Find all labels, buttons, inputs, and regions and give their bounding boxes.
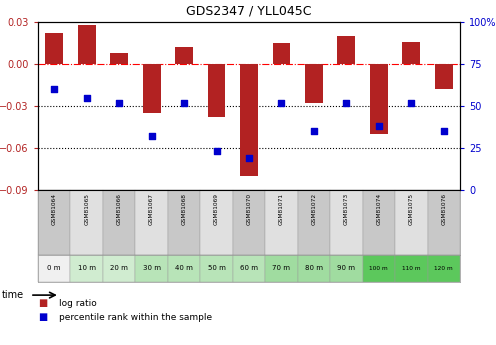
Point bbox=[115, 100, 123, 106]
Text: ■: ■ bbox=[38, 298, 47, 308]
Bar bbox=[45, 33, 63, 64]
Bar bbox=[298, 255, 330, 282]
Bar bbox=[395, 190, 428, 255]
Point bbox=[440, 128, 448, 134]
Bar bbox=[168, 255, 200, 282]
Bar bbox=[103, 255, 135, 282]
Bar bbox=[78, 25, 96, 64]
Point bbox=[375, 124, 383, 129]
Point bbox=[245, 155, 253, 161]
Bar bbox=[330, 190, 363, 255]
Text: GSM81067: GSM81067 bbox=[149, 193, 154, 225]
Text: GDS2347 / YLL045C: GDS2347 / YLL045C bbox=[186, 5, 312, 18]
Bar bbox=[435, 64, 453, 89]
Text: 60 m: 60 m bbox=[240, 266, 258, 272]
Bar bbox=[175, 47, 193, 64]
Text: GSM81076: GSM81076 bbox=[441, 193, 446, 225]
Text: GSM81066: GSM81066 bbox=[117, 193, 122, 225]
Text: GSM81068: GSM81068 bbox=[182, 193, 186, 225]
Text: 0 m: 0 m bbox=[48, 266, 61, 272]
Point bbox=[342, 100, 350, 106]
Text: GSM81069: GSM81069 bbox=[214, 193, 219, 225]
Bar bbox=[363, 190, 395, 255]
Bar bbox=[363, 255, 395, 282]
Text: GSM81075: GSM81075 bbox=[409, 193, 414, 225]
Bar bbox=[208, 64, 226, 117]
Bar bbox=[233, 190, 265, 255]
Point bbox=[310, 128, 318, 134]
Text: GSM81065: GSM81065 bbox=[84, 193, 89, 225]
Point bbox=[83, 95, 91, 100]
Bar bbox=[298, 190, 330, 255]
Bar bbox=[233, 255, 265, 282]
Bar bbox=[395, 255, 428, 282]
Bar bbox=[135, 190, 168, 255]
Bar bbox=[240, 64, 258, 176]
Bar bbox=[330, 255, 363, 282]
Text: GSM81074: GSM81074 bbox=[376, 193, 381, 225]
Point bbox=[148, 134, 156, 139]
Text: 40 m: 40 m bbox=[175, 266, 193, 272]
Point bbox=[277, 100, 285, 106]
Bar bbox=[305, 64, 323, 103]
Text: 90 m: 90 m bbox=[337, 266, 356, 272]
Text: 110 m: 110 m bbox=[402, 266, 421, 271]
Bar bbox=[200, 190, 233, 255]
Text: 120 m: 120 m bbox=[434, 266, 453, 271]
Text: percentile rank within the sample: percentile rank within the sample bbox=[59, 313, 212, 322]
Text: 30 m: 30 m bbox=[143, 266, 161, 272]
Text: log ratio: log ratio bbox=[59, 298, 97, 307]
Bar bbox=[200, 255, 233, 282]
Text: ■: ■ bbox=[38, 312, 47, 322]
Bar bbox=[143, 64, 161, 113]
Text: GSM81070: GSM81070 bbox=[247, 193, 251, 225]
Bar bbox=[135, 255, 168, 282]
Text: 20 m: 20 m bbox=[110, 266, 128, 272]
Bar bbox=[337, 36, 355, 64]
Bar bbox=[428, 255, 460, 282]
Text: GSM81064: GSM81064 bbox=[52, 193, 57, 225]
Bar bbox=[428, 190, 460, 255]
Bar bbox=[38, 255, 70, 282]
Text: GSM81072: GSM81072 bbox=[311, 193, 316, 225]
Bar bbox=[70, 255, 103, 282]
Text: 80 m: 80 m bbox=[305, 266, 323, 272]
Text: GSM81071: GSM81071 bbox=[279, 193, 284, 225]
Point bbox=[213, 149, 221, 154]
Text: 70 m: 70 m bbox=[272, 266, 291, 272]
Bar bbox=[168, 190, 200, 255]
Text: time: time bbox=[2, 290, 24, 300]
Point bbox=[50, 87, 58, 92]
Text: 100 m: 100 m bbox=[370, 266, 388, 271]
Bar bbox=[110, 53, 128, 64]
Bar bbox=[272, 43, 290, 64]
Bar bbox=[70, 190, 103, 255]
Bar bbox=[265, 190, 298, 255]
Text: 10 m: 10 m bbox=[78, 266, 96, 272]
Bar bbox=[402, 42, 420, 64]
Bar bbox=[265, 255, 298, 282]
Text: 50 m: 50 m bbox=[208, 266, 226, 272]
Bar bbox=[103, 190, 135, 255]
Point bbox=[180, 100, 188, 106]
Bar bbox=[38, 190, 70, 255]
Bar bbox=[370, 64, 388, 134]
Point bbox=[407, 100, 415, 106]
Text: GSM81073: GSM81073 bbox=[344, 193, 349, 225]
